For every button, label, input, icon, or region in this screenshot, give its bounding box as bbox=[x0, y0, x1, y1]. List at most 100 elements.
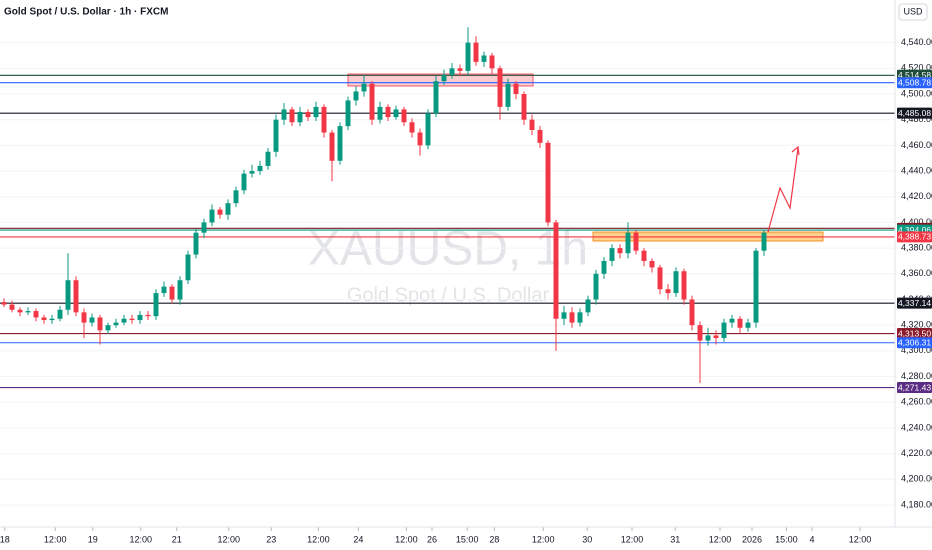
candle-body bbox=[553, 222, 559, 319]
candle-body bbox=[17, 309, 23, 313]
candle-body bbox=[249, 171, 255, 174]
candle-body bbox=[385, 106, 391, 118]
candle-body bbox=[393, 109, 399, 118]
candle-body bbox=[217, 209, 223, 215]
candle-body bbox=[489, 55, 495, 69]
y-tick-label: 4,480.00 bbox=[901, 114, 932, 124]
candle-body bbox=[545, 142, 551, 223]
candle-body bbox=[257, 165, 263, 172]
level-tag bbox=[897, 77, 932, 89]
x-tick-label: 31 bbox=[670, 534, 680, 544]
levels bbox=[0, 74, 895, 389]
candle-body bbox=[433, 81, 439, 114]
level-label: 4,514.58 bbox=[898, 70, 931, 80]
candle-body bbox=[265, 151, 271, 166]
candle-body bbox=[185, 254, 191, 281]
candle-body bbox=[561, 312, 567, 319]
x-tick-label: 12:00 bbox=[44, 534, 67, 544]
x-tick-label: 18 bbox=[0, 534, 10, 544]
candle-body bbox=[121, 318, 127, 323]
level-label: 4,394.06 bbox=[898, 225, 931, 235]
x-tick-label: 12:00 bbox=[130, 534, 153, 544]
candle-body bbox=[649, 260, 655, 268]
candle-body bbox=[9, 304, 15, 310]
candle-body bbox=[177, 280, 183, 300]
x-tick-label: 19 bbox=[88, 534, 98, 544]
candle-body bbox=[209, 209, 215, 223]
candle-body bbox=[753, 250, 759, 323]
x-tick-label: 24 bbox=[353, 534, 363, 544]
level-label: 4,388.73 bbox=[898, 232, 931, 242]
candle-body bbox=[409, 122, 415, 133]
candle-body bbox=[449, 68, 455, 75]
projection-arrow bbox=[767, 147, 799, 233]
candle-body bbox=[705, 335, 711, 341]
x-tick-label: 30 bbox=[582, 534, 592, 544]
candle-body bbox=[521, 94, 527, 120]
y-tick-label: 4,360.00 bbox=[901, 268, 932, 278]
candle-body bbox=[537, 129, 543, 143]
candle-body bbox=[441, 74, 447, 82]
candle-body bbox=[273, 119, 279, 152]
candle-body bbox=[201, 222, 207, 233]
candle-body bbox=[505, 83, 511, 107]
x-tick-label: 21 bbox=[172, 534, 182, 544]
candle-body bbox=[625, 232, 631, 254]
candle-body bbox=[57, 309, 63, 319]
candle-body bbox=[673, 271, 679, 294]
candle-body bbox=[313, 106, 319, 118]
y-tick-label: 4,540.00 bbox=[901, 37, 932, 47]
candle-body bbox=[417, 132, 423, 146]
level-label: 4,271.43 bbox=[898, 382, 931, 392]
x-tick-label: 12:00 bbox=[395, 534, 418, 544]
candle-body bbox=[49, 318, 55, 321]
level-tag bbox=[897, 297, 932, 309]
x-tick-label: 4 bbox=[809, 534, 814, 544]
candle-body bbox=[321, 106, 327, 133]
level-tag bbox=[897, 337, 932, 349]
candle-body bbox=[609, 248, 615, 261]
y-tick-label: 4,520.00 bbox=[901, 63, 932, 73]
candle-body bbox=[689, 299, 695, 326]
candle-body bbox=[425, 113, 431, 146]
candle-body bbox=[641, 250, 647, 261]
y-tick-label: 4,180.00 bbox=[901, 499, 932, 509]
y-tick-label: 4,260.00 bbox=[901, 397, 932, 407]
candle-body bbox=[305, 111, 311, 118]
currency[interactable]: USD bbox=[903, 6, 923, 16]
y-tick-label: 4,400.00 bbox=[901, 217, 932, 227]
y-tick-label: 4,320.00 bbox=[901, 320, 932, 330]
candle-body bbox=[369, 83, 375, 120]
candle-body bbox=[497, 68, 503, 107]
candle-body bbox=[329, 132, 335, 161]
candle-body bbox=[577, 312, 583, 323]
candle-body bbox=[465, 42, 471, 71]
candle-body bbox=[105, 325, 111, 331]
x-tick-label: 28 bbox=[489, 534, 499, 544]
candle-body bbox=[233, 190, 239, 204]
candle-body bbox=[593, 273, 599, 300]
level-label: 4,313.50 bbox=[898, 328, 931, 338]
arrow-head bbox=[791, 145, 800, 156]
candle-body bbox=[473, 42, 479, 62]
level-tag bbox=[897, 382, 932, 394]
watermark-symbol: XAUUSD, 1h bbox=[308, 223, 588, 276]
x-tick-label: 23 bbox=[266, 534, 276, 544]
candle-body bbox=[113, 322, 119, 326]
candle-body bbox=[529, 119, 535, 130]
candle-body bbox=[665, 289, 671, 294]
candle-body bbox=[481, 55, 487, 62]
candle-body bbox=[713, 335, 719, 339]
candle-body bbox=[193, 232, 199, 255]
candle-body bbox=[145, 314, 151, 317]
candle-body bbox=[153, 293, 159, 317]
y-tick-label: 4,420.00 bbox=[901, 191, 932, 201]
candle-body bbox=[569, 312, 575, 323]
candle-body bbox=[65, 280, 71, 310]
candle-body bbox=[25, 311, 31, 313]
candle-body bbox=[729, 318, 735, 323]
candle-body bbox=[633, 232, 639, 251]
currency-box[interactable] bbox=[898, 3, 928, 21]
level-label: 4,306.31 bbox=[898, 338, 931, 348]
